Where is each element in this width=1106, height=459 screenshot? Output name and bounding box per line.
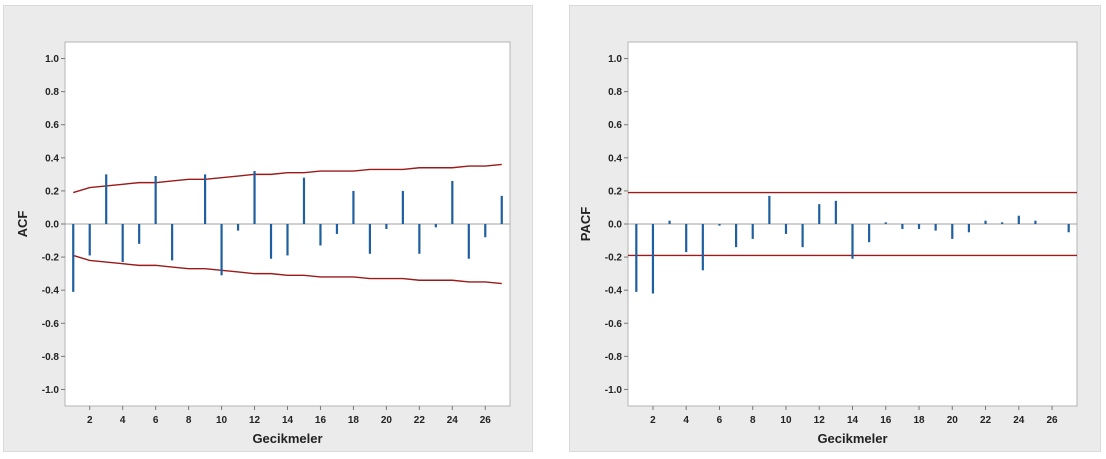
acf-x-tick-label: 12 xyxy=(249,415,261,426)
acf-x-tick-label: 18 xyxy=(348,415,360,426)
acf-y-tick-label: 1.0 xyxy=(45,54,59,65)
pacf-y-tick-label: -1.0 xyxy=(605,385,623,396)
pacf-y-tick-label: 0.2 xyxy=(608,186,622,197)
acf-x-tick-label: 4 xyxy=(120,415,126,426)
acf-x-axis-title: Gecikmeler xyxy=(252,431,322,446)
acf-x-tick-label: 10 xyxy=(216,415,228,426)
pacf-y-tick-label: -0.2 xyxy=(605,253,623,264)
acf-y-tick-label: -1.0 xyxy=(42,385,60,396)
pacf-chart: -1.0-0.8-0.6-0.4-0.20.00.20.40.60.81.02 4… xyxy=(578,41,1078,446)
pacf-x-tick-label: 18 xyxy=(913,415,925,426)
acf-x-tick-label: 20 xyxy=(381,415,393,426)
pacf-y-tick-label: 1.0 xyxy=(608,54,622,65)
acf-y-tick-label: -0.2 xyxy=(42,253,60,264)
pacf-x-tick-label: 12 xyxy=(814,415,826,426)
pacf-y-tick-label: 0.4 xyxy=(608,153,622,164)
acf-y-tick-label: -0.4 xyxy=(42,286,60,297)
pacf-y-tick-label: 0.0 xyxy=(608,220,622,231)
acf-lower-limit-line xyxy=(73,254,502,285)
acf-y-tick-label: -0.6 xyxy=(42,319,60,330)
acf-y-tick-label: 0.4 xyxy=(45,153,59,164)
pacf-x-tick-label: 10 xyxy=(780,415,792,426)
pacf-x-tick-label: 14 xyxy=(847,415,859,426)
pacf-y-axis-title: PACF xyxy=(578,207,593,241)
pacf-y-tick-label: -0.4 xyxy=(605,286,623,297)
pacf-x-tick-label: 24 xyxy=(1013,415,1025,426)
pacf-x-tick-label: 16 xyxy=(880,415,892,426)
acf-chart: -1.0-0.8-0.6-0.4-0.20.00.20.40.60.81.02 4… xyxy=(15,41,511,446)
pacf-x-tick-label: 20 xyxy=(947,415,959,426)
acf-x-tick-label: 14 xyxy=(282,415,294,426)
acf-x-tick-label: 8 xyxy=(186,415,192,426)
acf-y-tick-label: 0.0 xyxy=(45,220,59,231)
acf-y-tick-label: -0.8 xyxy=(42,352,60,363)
acf-x-tick-label: 26 xyxy=(480,415,492,426)
acf-x-tick-label: 16 xyxy=(315,415,327,426)
pacf-y-tick-label: 0.8 xyxy=(608,87,622,98)
pacf-x-tick-label: 4 xyxy=(683,415,689,426)
acf-x-tick-label: 6 xyxy=(153,415,159,426)
pacf-x-tick-label: 2 xyxy=(650,415,656,426)
pacf-y-tick-label: -0.8 xyxy=(605,352,623,363)
acf-y-tick-label: 0.8 xyxy=(45,87,59,98)
pacf-chart-panel: -1.0 -0.8 -0.6 -0.4 -0.2 0.0 0.2 0.4 0.6 0.8 1.0 2 4… xyxy=(569,5,1101,452)
pacf-y-tick-label: -0.6 xyxy=(605,319,623,330)
acf-x-tick-label: 2 xyxy=(87,415,93,426)
acf-x-tick-label: 24 xyxy=(447,415,459,426)
acf-upper-limit-line xyxy=(73,163,502,194)
pacf-x-tick-label: 8 xyxy=(750,415,756,426)
acf-y-tick-label: 0.6 xyxy=(45,120,59,131)
pacf-x-tick-label: 26 xyxy=(1046,415,1058,426)
acf-x-tick-label: 22 xyxy=(414,415,426,426)
acf-y-axis-title: ACF xyxy=(15,211,30,238)
acf-y-tick-label: 0.2 xyxy=(45,186,59,197)
pacf-x-tick-label: 22 xyxy=(980,415,992,426)
acf-chart-panel: -1.0 -0.8 -0.6 -0.4 -0.2 0.0 0.2 0.4 0.6 0.8 1.0 2 4… xyxy=(3,5,533,452)
pacf-y-tick-label: 0.6 xyxy=(608,120,622,131)
pacf-x-tick-label: 6 xyxy=(717,415,723,426)
pacf-x-axis-title: Gecikmeler xyxy=(817,431,887,446)
